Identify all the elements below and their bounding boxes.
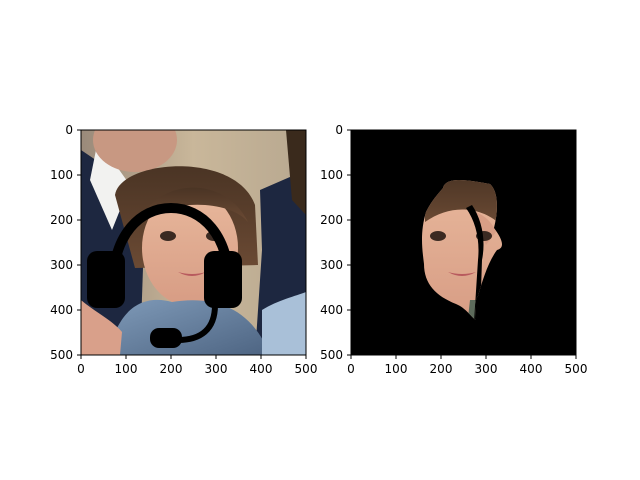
left-x-axis: 0 100 200 300 400 500 [77, 355, 317, 376]
left-x-tick-label: 0 [77, 362, 85, 376]
right-y-tick-label: 500 [320, 348, 343, 362]
left-y-tick-label: 300 [50, 258, 73, 272]
left-x-tick-label: 200 [160, 362, 183, 376]
left-y-tick-label: 0 [65, 123, 73, 137]
left-x-tick-label: 400 [250, 362, 273, 376]
photo-image [81, 130, 306, 355]
right-y-tick-label: 200 [320, 213, 343, 227]
right-x-tick-label: 200 [430, 362, 453, 376]
right-y-tick-label: 100 [320, 168, 343, 182]
left-y-tick-label: 400 [50, 303, 73, 317]
right-panel: 0 100 200 300 400 500 0 100 200 300 400 500 [320, 123, 587, 376]
right-x-tick-label: 100 [385, 362, 408, 376]
left-panel: 0 100 200 300 400 500 0 100 200 300 400 500 [50, 123, 317, 376]
right-axes-frame [350, 129, 577, 356]
right-y-tick-label: 400 [320, 303, 343, 317]
right-x-tick-label: 300 [475, 362, 498, 376]
headset-icon [87, 202, 242, 348]
left-x-tick-label: 300 [205, 362, 228, 376]
left-y-axis: 0 100 200 300 400 500 [50, 123, 81, 362]
left-y-tick-label: 200 [50, 213, 73, 227]
right-y-axis: 0 100 200 300 400 500 [320, 123, 351, 362]
right-x-tick-label: 500 [565, 362, 588, 376]
right-x-axis: 0 100 200 300 400 500 [347, 355, 587, 376]
right-x-tick-label: 0 [347, 362, 355, 376]
left-y-tick-label: 500 [50, 348, 73, 362]
right-y-tick-label: 300 [320, 258, 343, 272]
masked-image [351, 130, 576, 355]
left-y-tick-label: 100 [50, 168, 73, 182]
right-y-tick-label: 0 [335, 123, 343, 137]
left-x-tick-label: 100 [115, 362, 138, 376]
right-x-tick-label: 400 [520, 362, 543, 376]
left-axes-frame [80, 129, 307, 356]
left-x-tick-label: 500 [295, 362, 318, 376]
